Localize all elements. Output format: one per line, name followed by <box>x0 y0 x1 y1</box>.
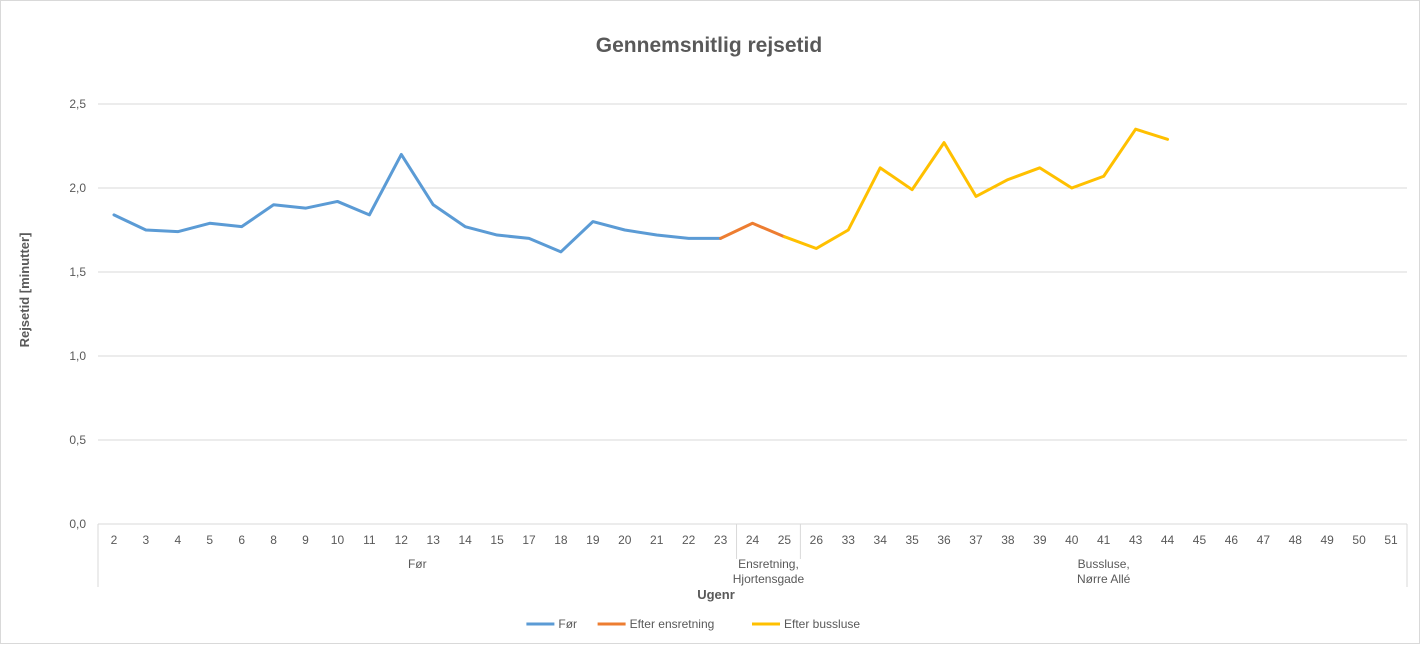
series-lines <box>112 127 1170 254</box>
y-tick-label: 0,0 <box>69 517 86 531</box>
x-tick-label: 48 <box>1289 533 1303 547</box>
x-tick-label: 18 <box>554 533 568 547</box>
x-tick-label: 10 <box>331 533 345 547</box>
x-tick-label: 43 <box>1129 533 1143 547</box>
x-tick-label: 4 <box>174 533 181 547</box>
series-line <box>782 127 1170 250</box>
x-tick-label: 34 <box>874 533 888 547</box>
x-tick-label: 14 <box>458 533 472 547</box>
x-tick-label: 5 <box>206 533 213 547</box>
x-tick-label: 9 <box>302 533 309 547</box>
x-tick-label: 6 <box>238 533 245 547</box>
y-tick-label: 2,0 <box>69 181 86 195</box>
x-tick-label: 36 <box>937 533 951 547</box>
x-tick-label: 26 <box>810 533 824 547</box>
category-group-label: Bussluse, <box>1078 557 1130 571</box>
x-tick-label: 45 <box>1193 533 1207 547</box>
x-axis-title: Ugenr <box>697 587 735 602</box>
series-line <box>719 221 786 240</box>
y-axis-ticks: 0,0 0,5 1,0 1,5 2,0 2,5 <box>69 97 86 531</box>
x-tick-label: 37 <box>969 533 983 547</box>
x-tick-label: 25 <box>778 533 792 547</box>
x-tick-label: 20 <box>618 533 632 547</box>
x-tick-label: 19 <box>586 533 600 547</box>
x-tick-label: 12 <box>395 533 409 547</box>
x-tick-label: 2 <box>111 533 118 547</box>
x-tick-label: 17 <box>522 533 536 547</box>
x-tick-label: 49 <box>1321 533 1335 547</box>
x-tick-label: 11 <box>363 533 376 547</box>
x-tick-label: 35 <box>905 533 919 547</box>
series-line <box>112 152 723 254</box>
x-tick-label: 40 <box>1065 533 1079 547</box>
x-tick-label: 24 <box>746 533 760 547</box>
category-group-label: Ensretning, <box>738 557 799 571</box>
x-tick-label: 51 <box>1384 533 1398 547</box>
x-tick-label: 22 <box>682 533 696 547</box>
category-group-label: Hjortensgade <box>733 572 805 586</box>
legend: Før Efter ensretning Efter bussluse <box>526 617 860 631</box>
y-tick-label: 2,5 <box>69 97 86 111</box>
x-axis: 2 3 4 5 6 8 9 10 11 12 13 14 15 17 18 19 20 21 22 23 24 25 26 3… <box>97 524 1408 587</box>
chart-title: Gennemsnitlig rejsetid <box>596 34 822 57</box>
x-tick-label: 41 <box>1097 533 1111 547</box>
y-axis-title: Rejsetid [minutter] <box>17 233 32 348</box>
x-tick-label: 47 <box>1257 533 1271 547</box>
y-tick-label: 0,5 <box>69 433 86 447</box>
x-tick-label: 23 <box>714 533 728 547</box>
x-tick-label: 3 <box>143 533 150 547</box>
x-tick-label: 13 <box>427 533 441 547</box>
gridlines <box>98 103 1407 525</box>
x-tick-label: 15 <box>490 533 504 547</box>
x-tick-label: 21 <box>650 533 664 547</box>
x-tick-label: 50 <box>1352 533 1366 547</box>
x-tick-label: 33 <box>842 533 856 547</box>
category-group-label: Før <box>408 557 427 571</box>
x-tick-label: 39 <box>1033 533 1047 547</box>
legend-label: Før <box>558 617 577 631</box>
x-tick-label: 46 <box>1225 533 1239 547</box>
legend-label: Efter bussluse <box>784 617 860 631</box>
x-tick-label: 8 <box>270 533 277 547</box>
category-group-label: Nørre Allé <box>1077 572 1131 586</box>
legend-label: Efter ensretning <box>630 617 715 631</box>
x-tick-label: 38 <box>1001 533 1015 547</box>
y-tick-label: 1,0 <box>69 349 86 363</box>
x-tick-label: 44 <box>1161 533 1175 547</box>
y-tick-label: 1,5 <box>69 265 86 279</box>
